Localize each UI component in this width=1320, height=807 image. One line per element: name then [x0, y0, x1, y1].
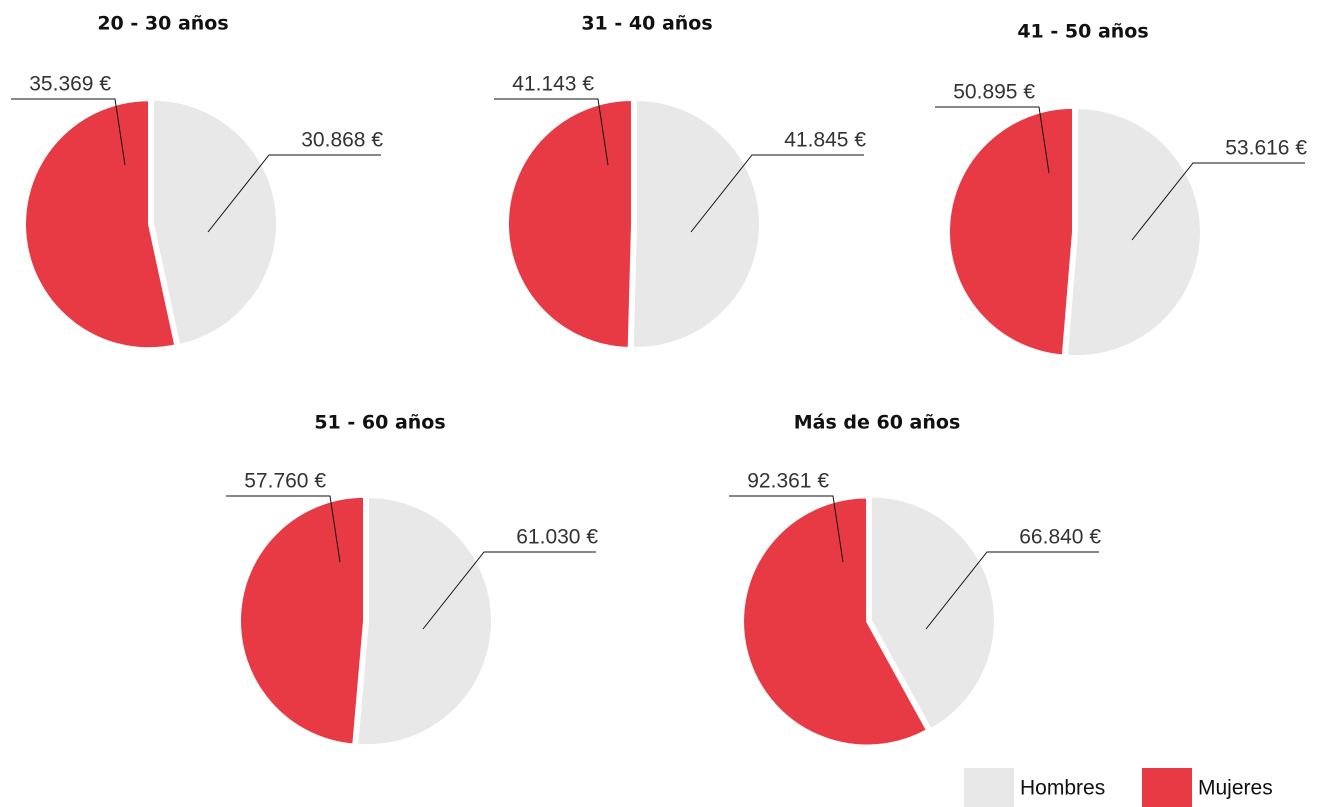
pie-slice [1065, 107, 1202, 358]
pie-slice [151, 98, 278, 347]
value-label: 92.361 € [747, 470, 829, 493]
pie-slice [631, 99, 761, 349]
chart-title: 51 - 60 años [314, 412, 445, 434]
pie-slice [239, 495, 366, 746]
pie-slice [742, 496, 929, 747]
leader-line [729, 495, 844, 563]
value-label: 50.895 € [953, 81, 1035, 104]
value-label: 35.369 € [29, 73, 111, 96]
chart-title: 31 - 40 años [581, 13, 712, 35]
value-label: 41.845 € [784, 129, 866, 152]
leader-line [422, 551, 596, 630]
chart-title: 20 - 30 años [97, 13, 228, 35]
legend-swatch [1142, 768, 1192, 807]
pie-slice [356, 496, 493, 747]
pie-slice [869, 495, 996, 731]
legend-label: Hombres [1020, 777, 1105, 800]
legend-label: Mujeres [1198, 777, 1273, 800]
value-label: 41.143 € [512, 73, 594, 96]
leader-line [690, 154, 864, 233]
value-label: 30.868 € [301, 129, 383, 152]
pie-slice [947, 106, 1074, 357]
value-label: 61.030 € [516, 526, 598, 549]
leader-line [11, 98, 126, 166]
value-label: 53.616 € [1225, 137, 1307, 160]
leader-line [226, 495, 341, 563]
pie-slice [24, 99, 177, 350]
leader-line [207, 154, 381, 233]
chart-title: Más de 60 años [794, 412, 961, 434]
leader-line [1131, 162, 1305, 241]
leader-line [925, 551, 1099, 630]
chart-title: 41 - 50 años [1017, 21, 1148, 43]
pie-slice [506, 98, 633, 349]
value-label: 66.840 € [1019, 526, 1101, 549]
leader-line [935, 106, 1050, 174]
legend-swatch [964, 768, 1014, 807]
leader-line [494, 98, 609, 166]
value-label: 57.760 € [244, 470, 326, 493]
